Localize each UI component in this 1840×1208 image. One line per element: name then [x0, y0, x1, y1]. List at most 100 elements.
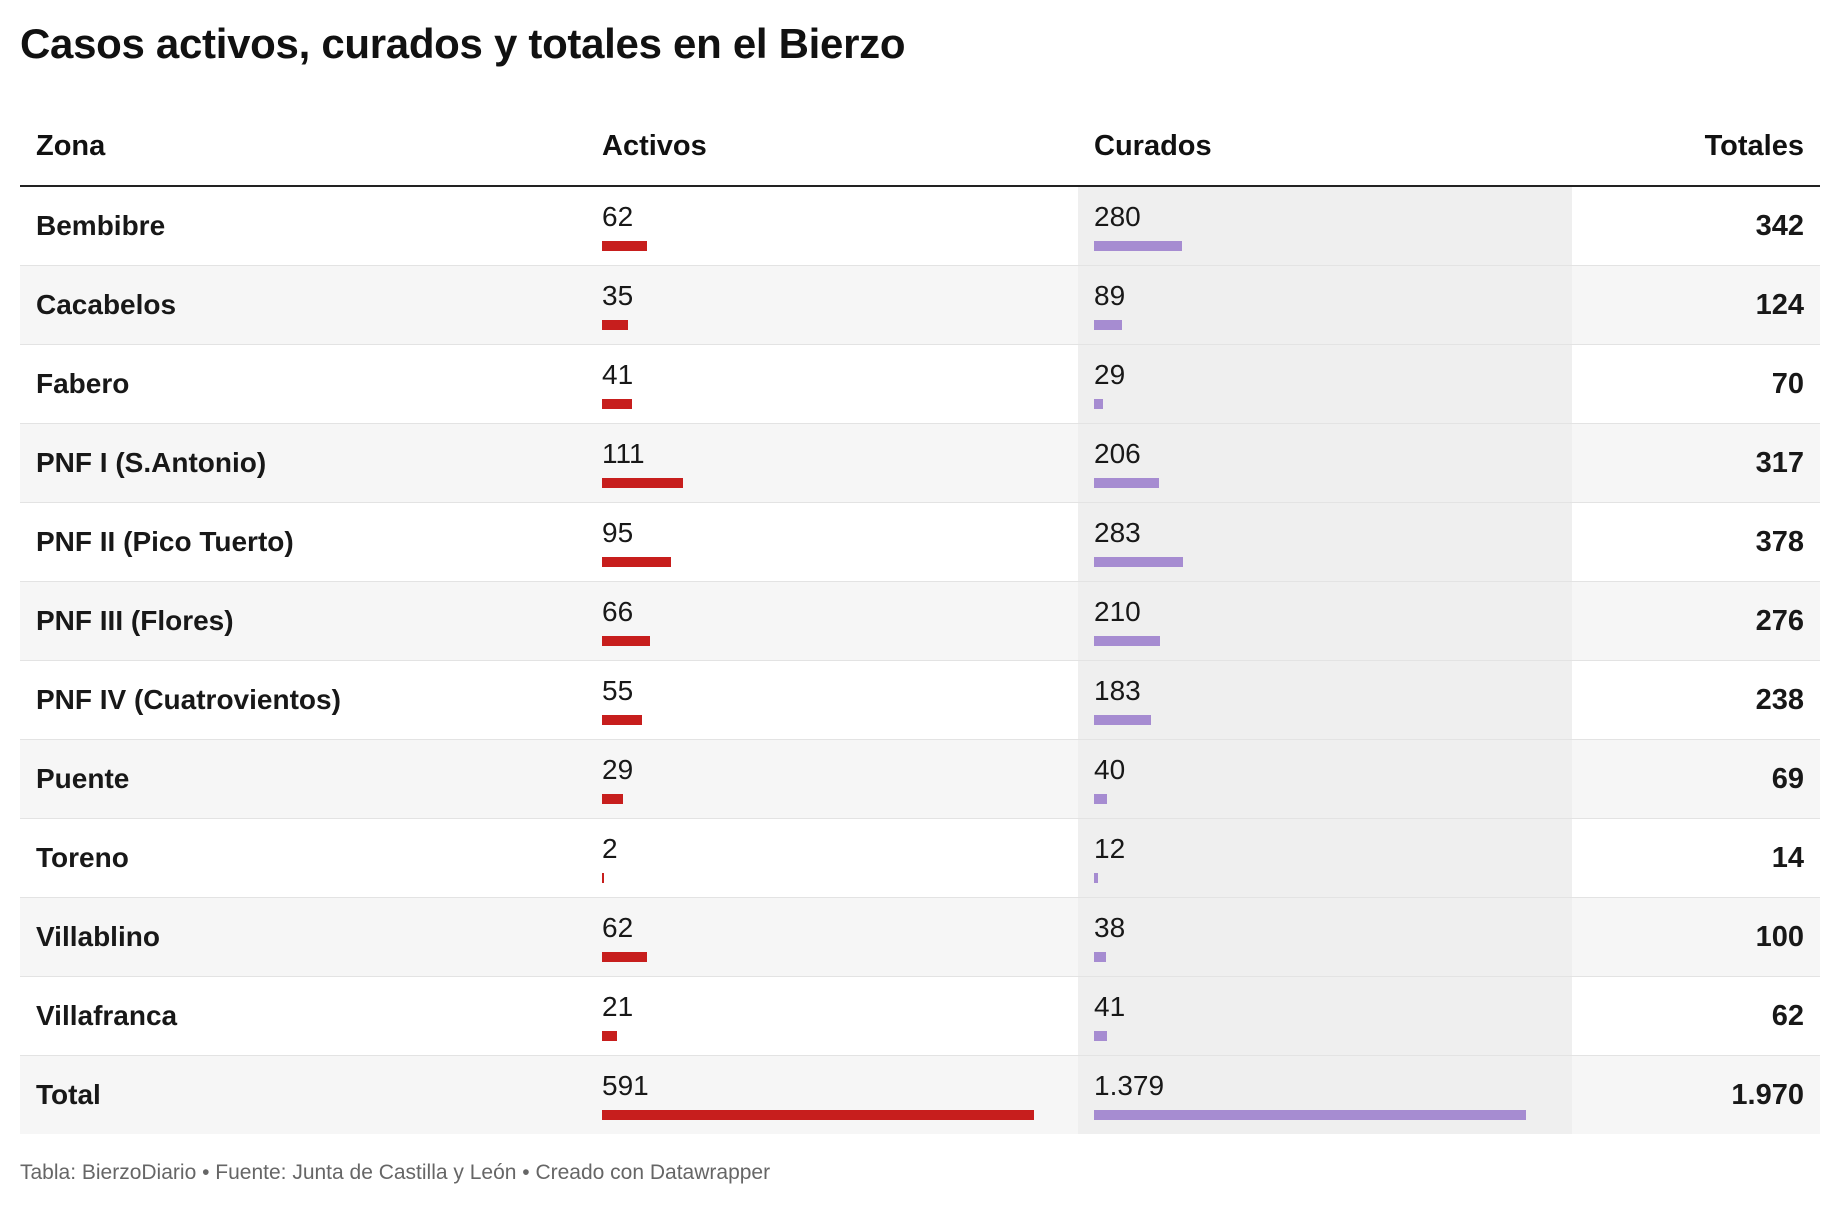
cell-totales: 62	[1572, 976, 1820, 1056]
cell-zona: Villablino	[20, 897, 586, 977]
activos-value-label: 62	[602, 912, 634, 943]
activos-bar	[602, 320, 628, 330]
curados-value-label: 29	[1094, 359, 1126, 390]
curados-bar	[1094, 952, 1106, 962]
cell-zona: Villafranca	[20, 976, 586, 1056]
source-footer: Tabla: BierzoDiario • Fuente: Junta de C…	[20, 1161, 771, 1184]
column-header-zona[interactable]: Zona	[20, 107, 586, 187]
table-row: PNF II (Pico Tuerto) 95 283 378	[20, 502, 1820, 582]
curados-bar	[1094, 399, 1103, 409]
activos-bar	[602, 399, 632, 409]
activos-value-label: 2	[602, 833, 618, 864]
cell-curados: 41	[1078, 976, 1572, 1056]
curados-value-label: 12	[1094, 833, 1126, 864]
table-row: Villablino 62 38 100	[20, 897, 1820, 977]
cell-curados: 29	[1078, 344, 1572, 424]
cell-activos: 95	[586, 502, 1078, 582]
table-row: Bembibre 62 280 342	[20, 186, 1820, 266]
table-body: Bembibre 62 280 342 Cacabelos 35 89 124 Fabero 41…	[20, 186, 1820, 1134]
data-table: Zona Activos Curados Totales Bembibre 62 2…	[20, 107, 1820, 1134]
cell-curados: 280	[1078, 186, 1572, 266]
cell-totales: 238	[1572, 660, 1820, 740]
activos-bar	[602, 794, 623, 804]
table-header: Zona Activos Curados Totales	[20, 107, 1820, 187]
table-row: Cacabelos 35 89 124	[20, 265, 1820, 345]
cell-totales: 317	[1572, 423, 1820, 503]
curados-value-label: 89	[1094, 280, 1126, 311]
cell-totales: 342	[1572, 186, 1820, 266]
cell-zona: PNF IV (Cuatrovientos)	[20, 660, 586, 740]
activos-bar	[602, 636, 650, 646]
cell-totales: 69	[1572, 739, 1820, 819]
cell-activos: 35	[586, 265, 1078, 345]
curados-bar	[1094, 794, 1107, 804]
activos-value-label: 21	[602, 991, 634, 1022]
cell-activos: 62	[586, 897, 1078, 977]
curados-bar	[1094, 715, 1151, 725]
activos-bar	[602, 557, 671, 567]
table-row: PNF I (S.Antonio) 111 206 317	[20, 423, 1820, 503]
curados-bar	[1094, 320, 1122, 330]
curados-value-label: 206	[1094, 438, 1141, 469]
activos-value-label: 66	[602, 596, 634, 627]
curados-value-label: 183	[1094, 675, 1141, 706]
column-header-totales[interactable]: Totales	[1572, 107, 1820, 187]
activos-bar	[602, 1110, 1034, 1120]
chart-title: Casos activos, curados y totales en el B…	[20, 20, 906, 67]
activos-bar	[602, 952, 647, 962]
curados-bar	[1094, 1110, 1526, 1120]
curados-bar	[1094, 636, 1160, 646]
activos-value-label: 29	[602, 754, 634, 785]
cell-zona: Total	[20, 1055, 586, 1134]
column-header-curados[interactable]: Curados	[1078, 107, 1572, 187]
table-row: Total 591 1.379 1.970	[20, 1055, 1820, 1134]
cell-activos: 111	[586, 423, 1078, 503]
cell-activos: 2	[586, 818, 1078, 898]
activos-value-label: 95	[602, 517, 634, 548]
curados-bar	[1094, 557, 1183, 567]
activos-value-label: 41	[602, 359, 634, 390]
cell-activos: 66	[586, 581, 1078, 661]
cell-activos: 55	[586, 660, 1078, 740]
cell-zona: Toreno	[20, 818, 586, 898]
cell-totales: 100	[1572, 897, 1820, 977]
cell-activos: 21	[586, 976, 1078, 1056]
curados-value-label: 41	[1094, 991, 1126, 1022]
curados-value-label: 210	[1094, 596, 1141, 627]
curados-value-label: 38	[1094, 912, 1126, 943]
cell-curados: 40	[1078, 739, 1572, 819]
cell-curados: 38	[1078, 897, 1572, 977]
curados-value-label: 280	[1094, 201, 1141, 232]
curados-bar	[1094, 241, 1182, 251]
cell-totales: 378	[1572, 502, 1820, 582]
curados-value-label: 1.379	[1094, 1070, 1165, 1101]
cell-totales: 124	[1572, 265, 1820, 345]
table-row: PNF IV (Cuatrovientos) 55 183 238	[20, 660, 1820, 740]
activos-value-label: 111	[602, 438, 645, 469]
column-header-activos[interactable]: Activos	[586, 107, 1078, 187]
table-row: Fabero 41 29 70	[20, 344, 1820, 424]
curados-bar	[1094, 1031, 1107, 1041]
cell-totales: 14	[1572, 818, 1820, 898]
cell-curados: 183	[1078, 660, 1572, 740]
cell-totales: 1.970	[1572, 1055, 1820, 1134]
cell-curados: 283	[1078, 502, 1572, 582]
curados-value-label: 283	[1094, 517, 1141, 548]
cell-activos: 41	[586, 344, 1078, 424]
cell-curados: 1.379	[1078, 1055, 1572, 1134]
cell-curados: 89	[1078, 265, 1572, 345]
curados-bar	[1094, 478, 1159, 488]
cell-activos: 29	[586, 739, 1078, 819]
cell-activos: 591	[586, 1055, 1078, 1134]
activos-value-label: 55	[602, 675, 634, 706]
cell-zona: Cacabelos	[20, 265, 586, 345]
cell-zona: Puente	[20, 739, 586, 819]
table-row: Villafranca 21 41 62	[20, 976, 1820, 1056]
activos-bar	[602, 873, 604, 883]
table-row: Puente 29 40 69	[20, 739, 1820, 819]
cell-curados: 12	[1078, 818, 1572, 898]
cell-zona: Fabero	[20, 344, 586, 424]
curados-value-label: 40	[1094, 754, 1126, 785]
table-row: Toreno 2 12 14	[20, 818, 1820, 898]
cell-totales: 276	[1572, 581, 1820, 661]
